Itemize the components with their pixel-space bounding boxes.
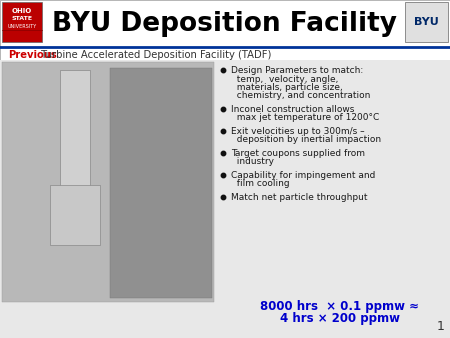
Text: max jet temperature of 1200°C: max jet temperature of 1200°C	[231, 114, 379, 122]
FancyBboxPatch shape	[2, 2, 42, 42]
Text: deposition by inertial impaction: deposition by inertial impaction	[231, 136, 381, 145]
FancyBboxPatch shape	[50, 185, 100, 245]
Text: Target coupons supplied from: Target coupons supplied from	[231, 149, 365, 158]
Text: Inconel construction allows: Inconel construction allows	[231, 105, 355, 114]
FancyBboxPatch shape	[405, 2, 448, 42]
Text: 1: 1	[437, 320, 445, 333]
FancyBboxPatch shape	[60, 70, 90, 190]
FancyBboxPatch shape	[0, 60, 450, 338]
Text: Match net particle throughput: Match net particle throughput	[231, 193, 368, 202]
Text: BYU: BYU	[414, 17, 438, 27]
Text: film cooling: film cooling	[231, 179, 290, 189]
Text: chemistry, and concentration: chemistry, and concentration	[231, 92, 370, 100]
Text: Capability for impingement and: Capability for impingement and	[231, 171, 375, 180]
Text: Turbine Accelerated Deposition Facility (TADF): Turbine Accelerated Deposition Facility …	[38, 50, 271, 60]
Text: 4 hrs × 200 ppmw: 4 hrs × 200 ppmw	[280, 312, 400, 325]
Text: 8000 hrs  × 0.1 ppmw ≈: 8000 hrs × 0.1 ppmw ≈	[261, 300, 419, 313]
Text: OHIO: OHIO	[12, 8, 32, 14]
FancyBboxPatch shape	[2, 62, 214, 302]
Text: Previous: Previous	[8, 50, 57, 60]
FancyBboxPatch shape	[110, 68, 212, 298]
Text: BYU Deposition Facility: BYU Deposition Facility	[53, 11, 397, 37]
Text: industry: industry	[231, 158, 274, 167]
Text: Design Parameters to match:: Design Parameters to match:	[231, 66, 363, 75]
Text: materials, particle size,: materials, particle size,	[231, 83, 343, 92]
Text: STATE: STATE	[12, 16, 32, 21]
Text: Exit velocities up to 300m/s –: Exit velocities up to 300m/s –	[231, 127, 364, 136]
Text: temp,  velocity, angle,: temp, velocity, angle,	[231, 74, 338, 83]
Text: UNIVERSITY: UNIVERSITY	[7, 24, 36, 29]
